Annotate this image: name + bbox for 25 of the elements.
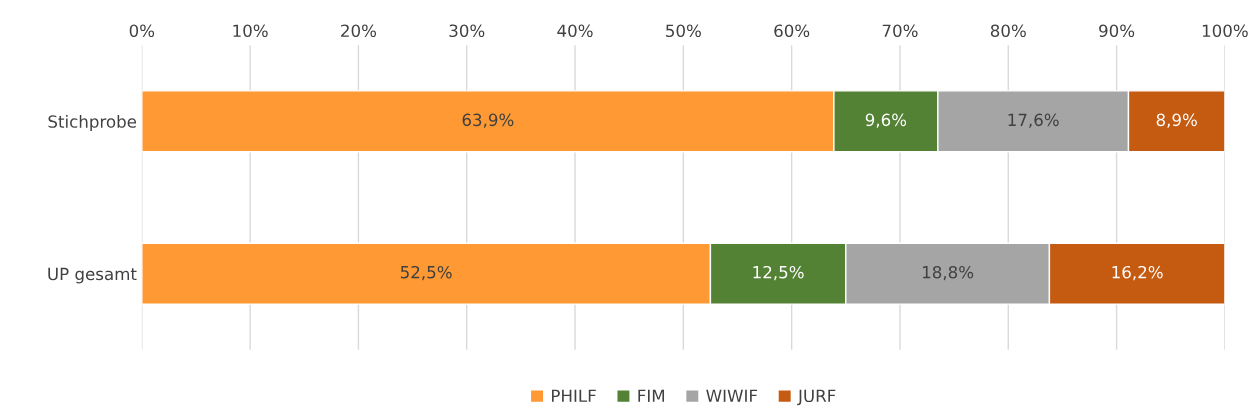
- legend-label: PHILF: [552, 389, 596, 402]
- x-tick-label: 70%: [882, 24, 918, 38]
- x-tick-label: 10%: [233, 24, 268, 38]
- data-label: 8,9%: [1156, 113, 1197, 128]
- data-label: 17,6%: [1008, 113, 1059, 128]
- x-tick-label: 80%: [990, 24, 1026, 38]
- data-label: 9,6%: [865, 113, 907, 128]
- x-tick-label: 30%: [449, 24, 485, 38]
- data-label: 18,8%: [922, 265, 974, 281]
- x-tick-label: 100%: [1202, 24, 1248, 38]
- x-tick-label: 40%: [557, 24, 593, 38]
- x-tick-label: 20%: [341, 24, 377, 38]
- legend-label: JURF: [797, 389, 836, 406]
- x-tick-label: 60%: [774, 24, 810, 38]
- data-label: 12,5%: [753, 265, 804, 281]
- x-tick-label: 50%: [666, 24, 701, 38]
- x-tick-label: 0%: [129, 24, 155, 38]
- y-tick-label: UP gesamt: [48, 267, 137, 284]
- y-tick-label: Stichprobe: [48, 114, 137, 132]
- legend-label: FIM: [638, 389, 665, 402]
- x-tick-label: 90%: [1099, 24, 1135, 38]
- legend-label: WIWIF: [706, 389, 758, 402]
- data-label: 52,5%: [400, 265, 452, 281]
- data-label: 63,9%: [462, 113, 514, 128]
- data-label: 16,2%: [1112, 265, 1163, 281]
